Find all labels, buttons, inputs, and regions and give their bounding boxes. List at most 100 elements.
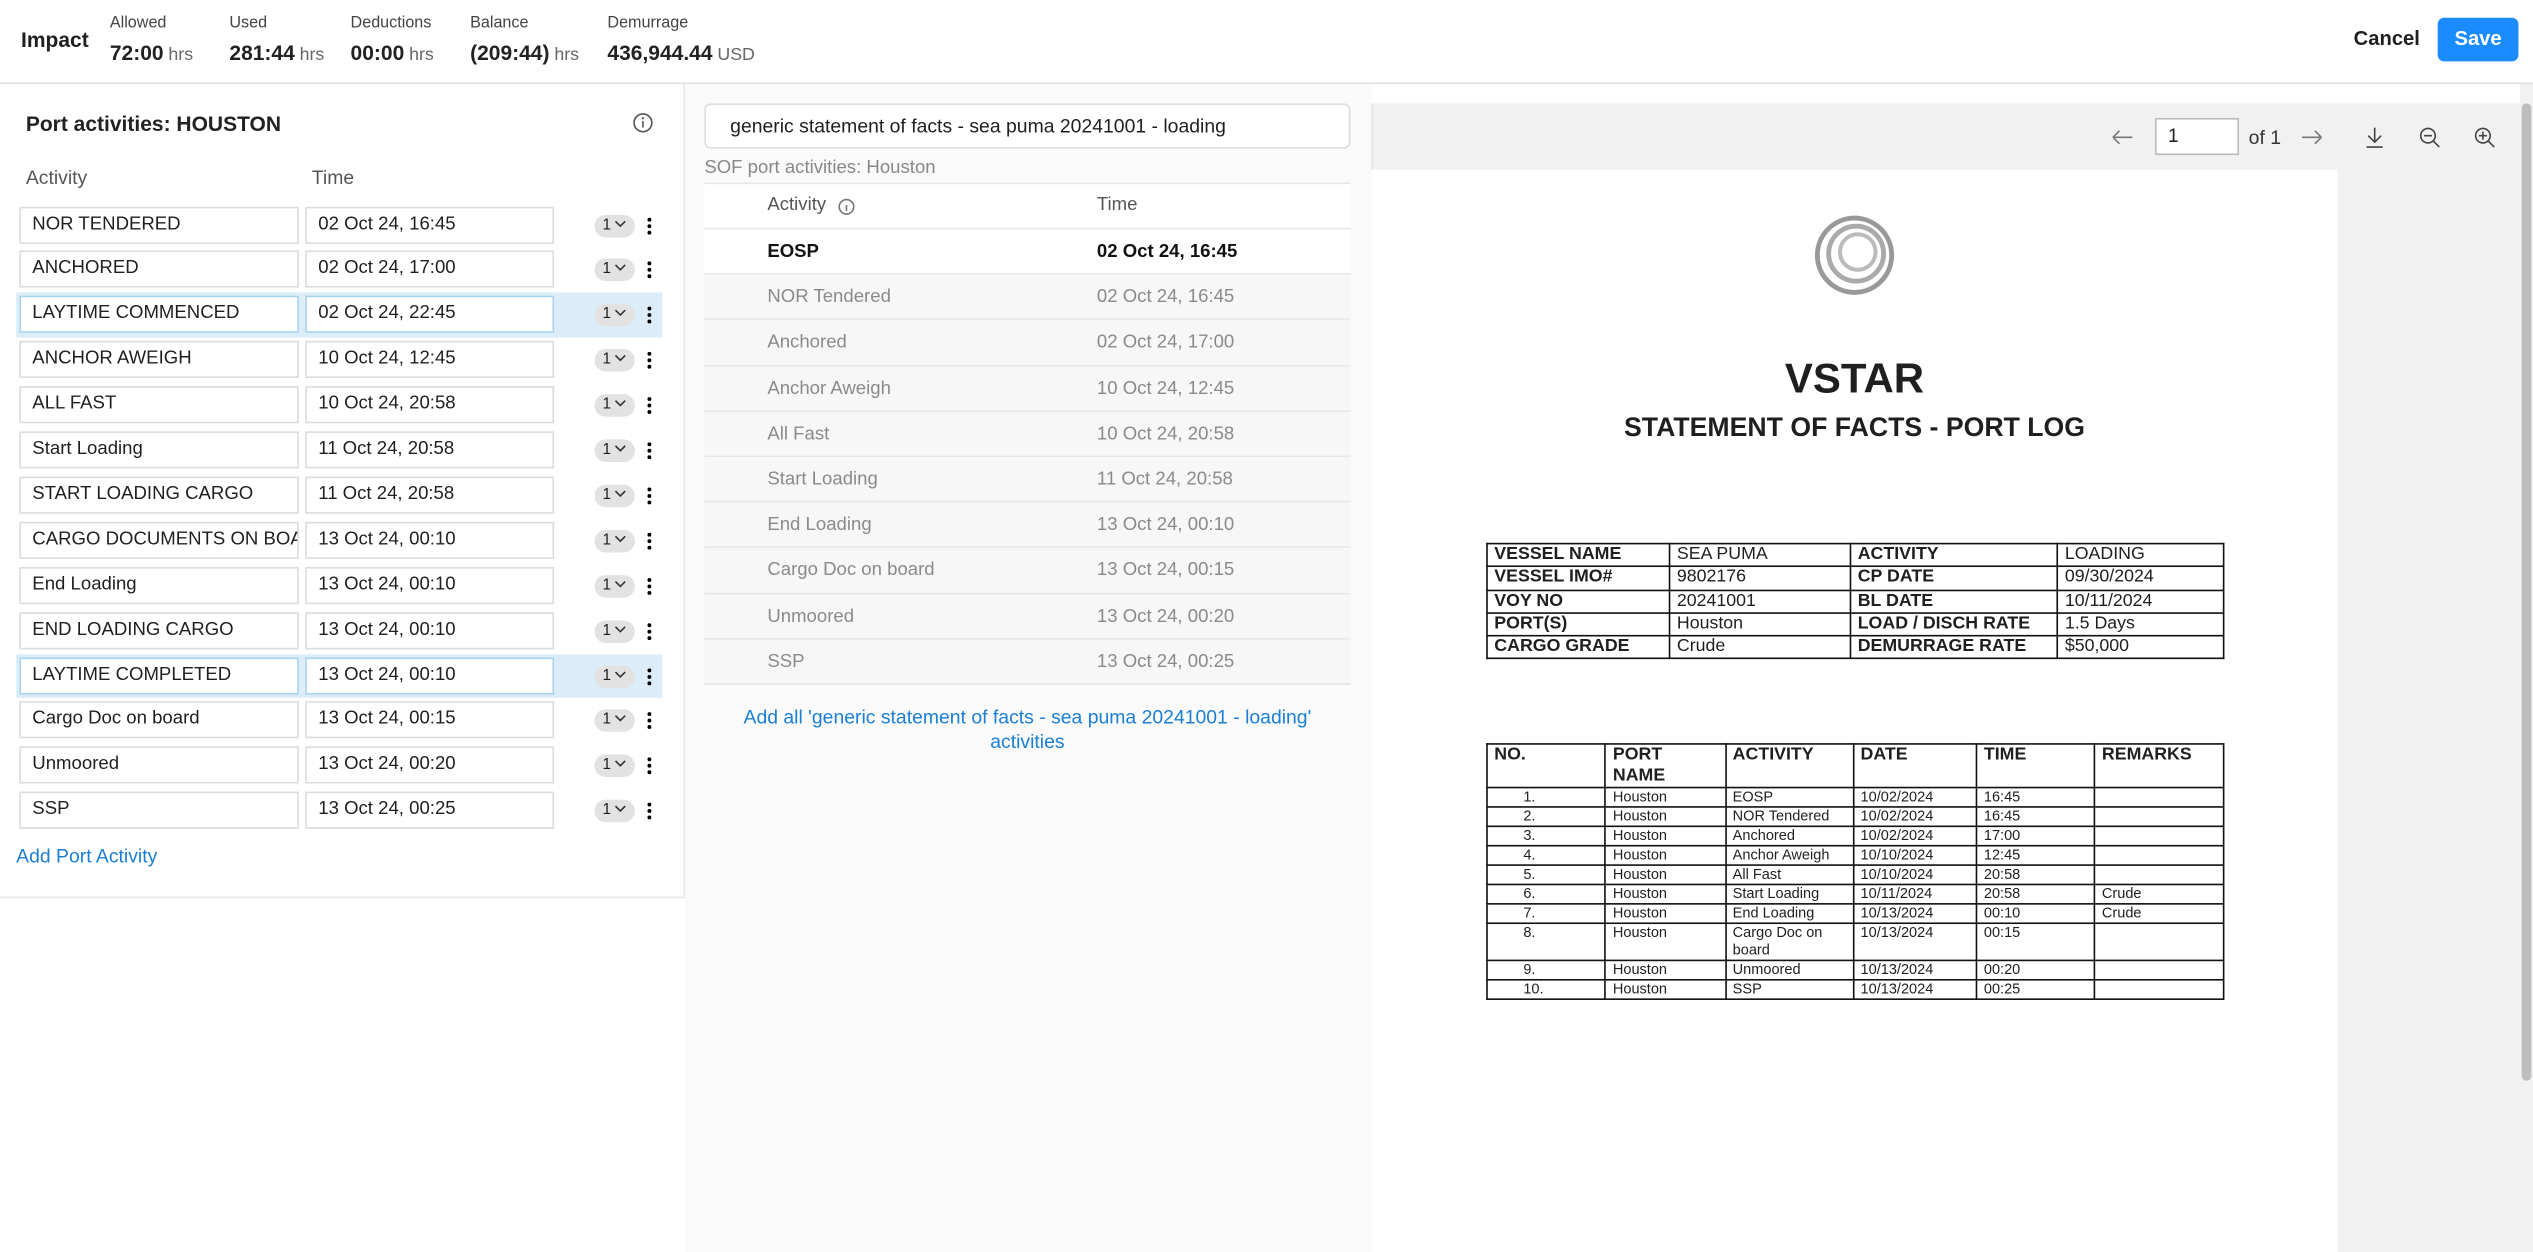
activity-input[interactable]: CARGO DOCUMENTS ON BOA [19,521,299,559]
row-menu[interactable] [646,351,652,370]
sof-header: Activity Time [704,182,1351,230]
row-menu[interactable] [646,531,652,550]
count-select[interactable]: 1 [594,484,635,508]
log-cell: Houston [1604,806,1727,828]
stat-value: (209:44) hrs [470,40,579,64]
log-cell [2093,922,2225,962]
info-row: VESSEL IMO# 9802176 CP DATE 09/30/2024 [1486,565,2225,591]
count-select[interactable]: 1 [594,709,635,733]
log-cell: 1. [1486,786,1607,808]
activity-input[interactable]: End Loading [19,566,299,604]
activity-input[interactable]: END LOADING CARGO [19,611,299,649]
row-menu[interactable] [646,802,652,821]
sof-time: 02 Oct 24, 16:45 [1096,287,1235,308]
sof-activity: Start Loading [767,470,878,490]
count-select[interactable]: 1 [594,349,635,372]
doc-title: VSTAR [1784,353,1925,403]
time-input[interactable]: 02 Oct 24, 17:00 [305,251,555,289]
log-cell: SSP [1724,978,1855,1000]
count-select[interactable]: 1 [594,664,635,688]
log-cell: 10/10/2024 [1852,844,1978,866]
count: 1 [602,621,612,640]
info-cell: 09/30/2024 [2056,565,2225,591]
log-header-cell: DATE [1852,743,1978,789]
chevron [615,670,627,678]
scroll-thumb[interactable] [2521,103,2532,1081]
log-cell: Houston [1604,883,1727,905]
time-input[interactable]: 13 Oct 24, 00:10 [305,521,555,559]
activity-input[interactable]: ANCHORED [19,251,299,289]
activity-input[interactable]: SSP [19,791,299,830]
time-input[interactable]: 13 Oct 24, 00:10 [305,566,555,604]
time-input[interactable]: 11 Oct 24, 20:58 [305,431,555,469]
count-select[interactable]: 1 [594,754,635,778]
row-menu[interactable] [646,621,652,640]
activity-input[interactable]: Unmoored [19,746,299,784]
info-cell: 20241001 [1668,588,1852,614]
log-cell: Crude [2093,883,2225,905]
sof-time: 11 Oct 24, 20:58 [1096,470,1233,490]
activity-input[interactable]: LAYTIME COMPLETED [19,656,299,694]
time-input[interactable]: 10 Oct 24, 20:58 [305,386,555,424]
row-menu[interactable] [646,711,652,730]
count: 1 [602,215,612,234]
count-select[interactable]: 1 [594,259,635,282]
info-icon[interactable] [632,111,655,134]
row-menu[interactable] [646,216,652,235]
cancel-button[interactable]: Cancel [2353,27,2420,51]
row-menu[interactable] [646,261,652,280]
sof-time: 13 Oct 24, 00:20 [1096,606,1235,627]
count-select[interactable]: 1 [594,214,635,237]
column-header: Activity [767,195,827,215]
stat-label: Balance [470,14,529,33]
info-icon[interactable] [837,197,856,216]
stat-value: 00:00 hrs [351,40,434,64]
activity-row: SSP 13 Oct 24, 00:25 1 [16,789,662,834]
count-select[interactable]: 1 [594,799,635,823]
count: 1 [602,576,612,594]
row-menu[interactable] [646,441,652,460]
time-input[interactable]: 13 Oct 24, 00:20 [305,746,555,784]
row-menu[interactable] [646,486,652,505]
row-menu[interactable] [646,666,652,685]
time-input[interactable]: 11 Oct 24, 20:58 [305,476,555,514]
activity-input[interactable]: NOR TENDERED [19,205,299,244]
row-menu[interactable] [646,396,652,415]
log-cell: Houston [1604,959,1727,981]
sof-selector[interactable]: generic statement of facts - sea puma 20… [704,103,1351,149]
time-input[interactable]: 13 Oct 24, 00:25 [305,791,555,830]
time-input[interactable]: 13 Oct 24, 00:10 [305,656,555,694]
add-all-link[interactable]: Add all 'generic statement of facts - se… [743,705,1312,753]
count: 1 [602,486,612,504]
row-menu[interactable] [646,757,652,776]
activity-input[interactable]: Cargo Doc on board [19,701,299,739]
activity-input[interactable]: ALL FAST [19,386,299,424]
row-menu[interactable] [646,576,652,595]
log-cell: Anchored [1724,825,1855,847]
time-input[interactable]: 10 Oct 24, 12:45 [305,341,555,379]
activity-input[interactable]: LAYTIME COMMENCED [19,296,299,334]
count-select[interactable]: 1 [594,304,635,327]
row-menu[interactable] [646,306,652,325]
activity-input[interactable]: Start Loading [19,431,299,469]
count-select[interactable]: 1 [594,529,635,553]
count-select[interactable]: 1 [594,574,635,598]
time-input[interactable]: 13 Oct 24, 00:10 [305,611,555,649]
time-input[interactable]: 02 Oct 24, 22:45 [305,296,555,334]
stat-number: 436,944.44 [607,40,713,65]
info-row: VOY NO 20241001 BL DATE 10/11/2024 [1486,588,2225,614]
count-select[interactable]: 1 [594,619,635,643]
count-select[interactable]: 1 [594,394,635,417]
stat-value: 281:44 hrs [229,40,324,64]
activity-input[interactable]: START LOADING CARGO [19,476,299,514]
activity-input[interactable]: ANCHOR AWEIGH [19,341,299,379]
time-input[interactable]: 02 Oct 24, 16:45 [305,205,555,244]
time-input[interactable]: 13 Oct 24, 00:15 [305,701,555,739]
add-port-activity[interactable]: Add Port Activity [16,844,158,868]
page-input[interactable]: 1 [2154,117,2239,156]
save-button[interactable]: Save [2437,17,2519,62]
viewer-toolbar-icons [2112,127,2495,148]
chevron [615,535,627,542]
count-select[interactable]: 1 [594,439,635,463]
